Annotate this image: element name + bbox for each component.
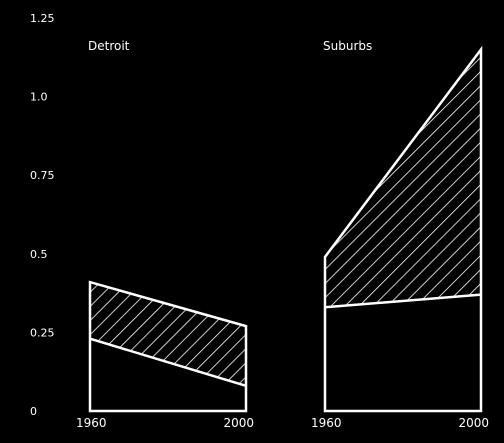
panel-suburbs: Suburbs 1960 2000 [311,39,489,430]
panels: Detroit 1960 2000 Suburbs 1960 2000 [76,39,489,430]
x-tick-label: 2000 [458,416,489,430]
lower-series-line [89,337,247,388]
panel-title: Detroit [88,39,130,53]
y-tick-label: 0.5 [30,248,48,261]
upper-series-outline [323,45,483,413]
y-tick-label: 0.75 [30,169,55,182]
x-tick-label: 1960 [311,416,342,430]
x-tick-label: 1960 [76,416,107,430]
lower-series-line [324,293,482,309]
upper-series-outline [88,280,248,413]
panel-detroit: Detroit 1960 2000 [76,39,254,430]
hatched-band [90,282,246,386]
hatched-band [325,49,481,308]
y-tick-label: 0.25 [30,326,55,339]
x-tick-label: 2000 [223,416,254,430]
y-tick-label: 1.0 [30,91,48,104]
panel-title: Suburbs [323,39,372,53]
y-tick-label: 1.25 [30,12,55,25]
y-axis: 0 0.25 0.5 0.75 1.0 1.25 [30,12,55,418]
y-tick-label: 0 [30,405,37,418]
